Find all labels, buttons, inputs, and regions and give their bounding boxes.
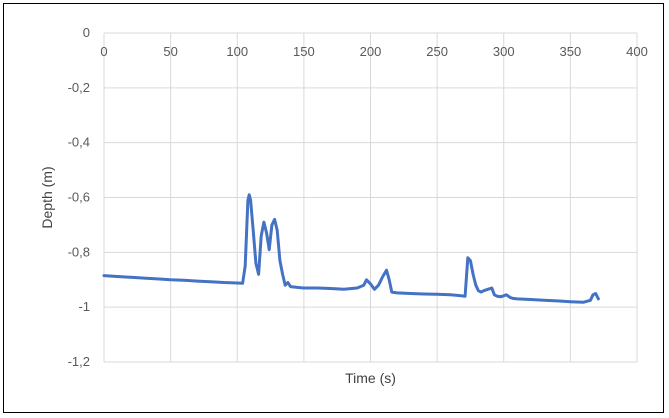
x-tick-label: 300: [493, 44, 515, 59]
x-tick-label: 350: [560, 44, 582, 59]
x-tick-label: 0: [100, 44, 107, 59]
x-axis-title: Time (s): [345, 370, 396, 386]
x-tick-label: 50: [163, 44, 177, 59]
y-tick-label: 0: [83, 25, 90, 40]
y-tick-label: -0,6: [68, 190, 90, 205]
y-tick-label: -0,2: [68, 80, 90, 95]
y-axis-title: Depth (m): [39, 166, 55, 228]
y-tick-label: -1: [78, 299, 90, 314]
y-axis-tick-labels: 0 -0,2 -0,4 -0,6 -0,8 -1 -1,2: [68, 25, 90, 369]
chart-frame: [3, 3, 664, 413]
horizontal-gridlines: [104, 32, 637, 363]
x-axis-tick-labels: 0 50 100 150 200 250 300 350 400: [100, 44, 647, 59]
y-tick-label: -0,8: [68, 244, 90, 259]
x-tick-label: 150: [293, 44, 315, 59]
series-line: [102, 193, 600, 304]
x-tick-label: 250: [426, 44, 448, 59]
x-tick-label: 400: [626, 44, 648, 59]
x-tick-label: 100: [226, 44, 248, 59]
y-tick-label: -0,4: [68, 135, 90, 150]
series-layer: [102, 193, 600, 304]
y-tick-label: -1,2: [68, 354, 90, 369]
x-tick-label: 200: [360, 44, 382, 59]
